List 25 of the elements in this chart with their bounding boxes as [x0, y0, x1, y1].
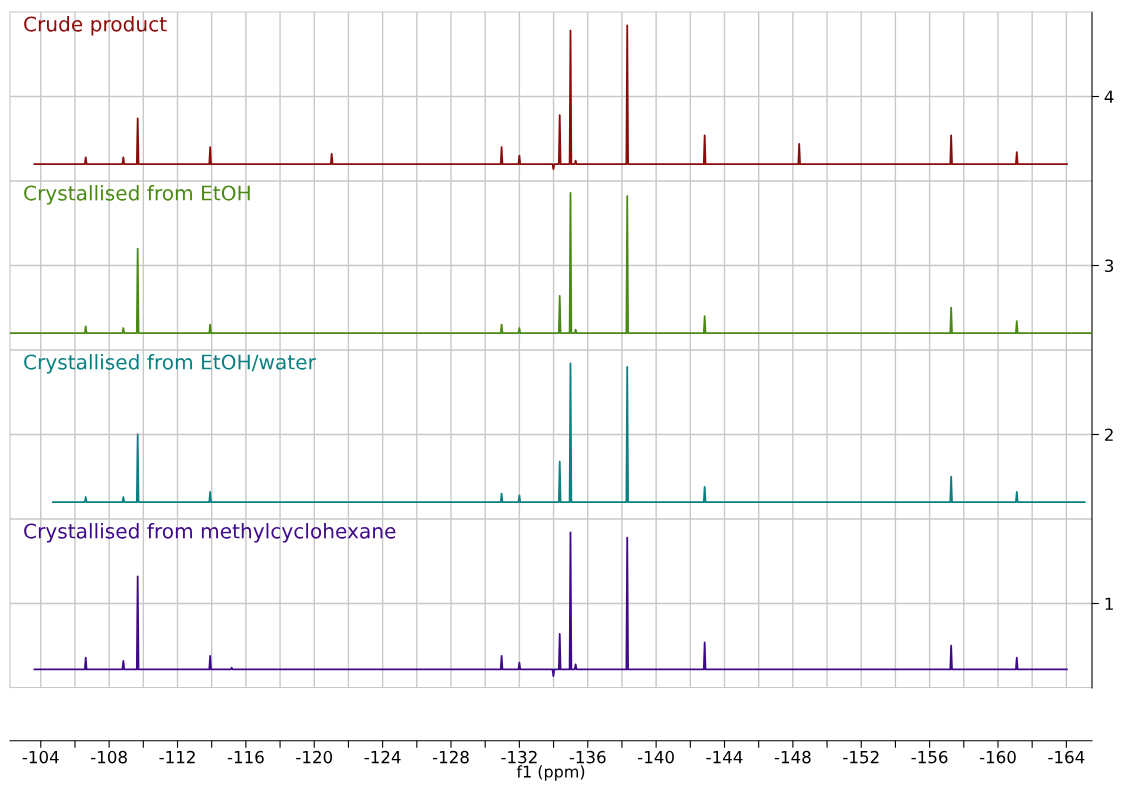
y-tick-label: 1: [1105, 597, 1113, 610]
x-tick-label: -144: [706, 751, 743, 764]
text: Crystallised from EtOH/water: [24, 354, 316, 374]
x-tick-label: -152: [843, 750, 879, 764]
text: Crude product: [24, 16, 167, 36]
x-tick-label: -112: [159, 750, 195, 764]
x-tick-label: -104: [22, 750, 59, 764]
text: Crystallised from methylcyclohexane: [24, 523, 396, 543]
y-tick-label: 4: [1104, 90, 1114, 103]
x-axis-title: f1 (ppm): [516, 765, 585, 781]
x-tick-label: -136: [569, 750, 606, 764]
x-tick-label: -156: [911, 750, 948, 764]
x-tick-label: -120: [296, 750, 333, 764]
y-tick-label: 2: [1105, 428, 1113, 441]
x-tick-label: -160: [979, 750, 1016, 764]
x-tick-label: -124: [364, 750, 401, 764]
x-tick-label: -140: [638, 750, 674, 764]
x-tick-label: -148: [774, 750, 811, 764]
x-tick-label: -128: [432, 750, 469, 764]
x-tick-label: -116: [227, 750, 264, 764]
text: Crystallised from EtOH: [24, 185, 250, 205]
x-tick-label: -132: [501, 750, 537, 764]
y-tick-label: 3: [1105, 259, 1114, 273]
x-tick-label: -108: [91, 750, 127, 764]
x-tick-label: -164: [1048, 750, 1085, 764]
